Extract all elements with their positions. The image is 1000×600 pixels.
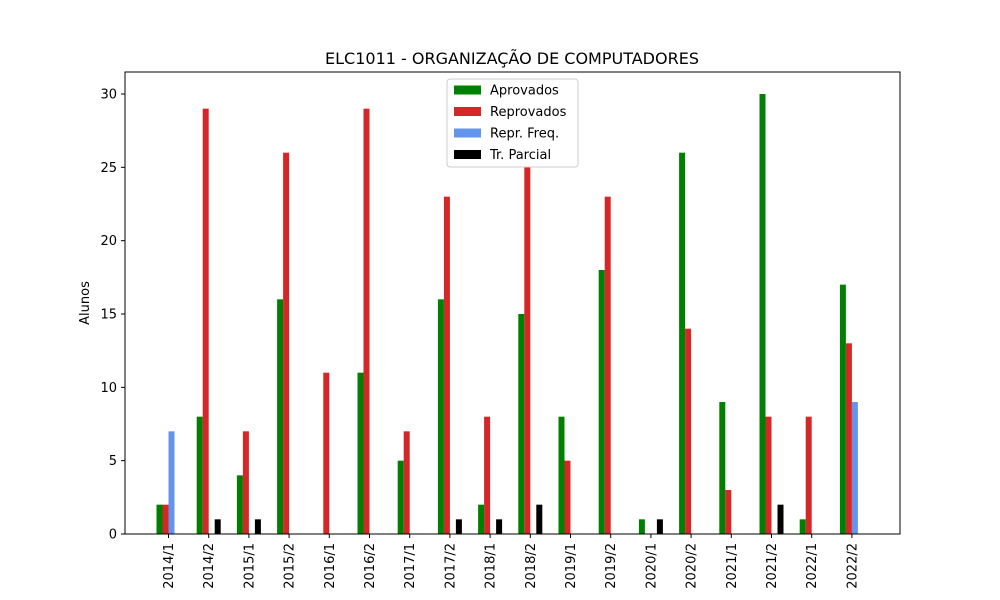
x-tick-label: 2021/1 xyxy=(725,543,740,589)
bar-reprovados-2014-1 xyxy=(162,504,169,534)
bar-aprovados-2020-2 xyxy=(679,152,686,535)
bar-aprovados-2021-1 xyxy=(719,402,726,534)
bar-tr-parcial-2018-2 xyxy=(536,504,543,534)
x-tick-label: 2015/1 xyxy=(242,543,257,589)
x-tick-label: 2019/2 xyxy=(604,543,619,589)
y-tick-label: 30 xyxy=(100,88,117,103)
x-tick-label: 2017/2 xyxy=(443,543,458,589)
bar-tr-parcial-2014-2 xyxy=(214,519,221,534)
y-tick-label: 5 xyxy=(109,454,117,469)
x-axis: 2014/1 2014/2 2015/1 2015/2 2016/1 2016/2 2017… xyxy=(162,534,860,589)
bar-reprovados-2017-2 xyxy=(443,196,450,535)
x-tick-label: 2020/1 xyxy=(644,543,659,589)
bar-aprovados-2021-2 xyxy=(759,94,766,534)
bar-aprovados-2018-2 xyxy=(518,314,525,534)
legend-swatch xyxy=(454,107,481,116)
bar-reprovados-2014-2 xyxy=(202,108,209,535)
bar-aprovados-2014-1 xyxy=(156,504,163,534)
y-tick-label: 25 xyxy=(100,161,117,176)
x-tick-label: 2021/2 xyxy=(765,543,780,589)
bar-reprovados-2021-1 xyxy=(725,490,732,534)
x-tick-label: 2019/1 xyxy=(564,543,579,589)
legend: Aprovados Reprovados Repr. Freq. Tr. Parcia… xyxy=(446,78,579,168)
bar-reprovados-2015-2 xyxy=(283,152,290,535)
bar-aprovados-2022-2 xyxy=(839,284,846,534)
bar-reprovados-2018-1 xyxy=(484,416,491,534)
y-tick-label: 20 xyxy=(100,234,117,249)
bar-aprovados-2014-2 xyxy=(196,416,203,534)
legend-swatch xyxy=(454,85,481,95)
bar-reprovados-2019-1 xyxy=(564,460,571,534)
x-tick-label: 2016/2 xyxy=(363,543,378,589)
y-tick-label: 0 xyxy=(109,528,117,543)
bar-aprovados-2020-1 xyxy=(638,519,645,534)
x-tick-label: 2022/1 xyxy=(805,543,820,589)
bar-tr-parcial-2015-1 xyxy=(254,519,261,534)
bar-repr-freq-2022-2 xyxy=(851,402,858,534)
y-tick-label: 15 xyxy=(100,308,117,323)
plot-frame xyxy=(124,71,901,535)
bar-tr-parcial-2021-2 xyxy=(777,504,784,534)
y-axis: 0 5 10 15 20 25 30 xyxy=(100,88,125,543)
legend-label: Repr. Freq. xyxy=(490,127,559,142)
bar-reprovados-2016-2 xyxy=(363,108,370,535)
bar-reprovados-2018-2 xyxy=(524,167,531,534)
y-axis-label: Alunos xyxy=(78,281,93,325)
bar-reprovados-2020-2 xyxy=(685,328,692,534)
bar-reprovados-2022-1 xyxy=(805,416,812,534)
bar-repr-freq-2014-1 xyxy=(168,431,175,534)
legend-label: Aprovados xyxy=(490,84,559,99)
legend-swatch xyxy=(454,128,481,138)
y-tick-label: 10 xyxy=(100,381,117,396)
x-tick-label: 2018/2 xyxy=(524,543,539,589)
bar-reprovados-2016-1 xyxy=(323,372,330,534)
bar-reprovados-2022-2 xyxy=(845,343,852,534)
x-tick-label: 2020/2 xyxy=(685,543,700,589)
bar-reprovados-2015-1 xyxy=(242,431,249,534)
bar-reprovados-2021-2 xyxy=(765,416,772,534)
bar-aprovados-2017-1 xyxy=(397,460,404,534)
x-tick-label: 2017/1 xyxy=(403,543,418,589)
legend-box xyxy=(446,78,579,168)
x-tick-label: 2018/1 xyxy=(484,543,499,589)
legend-label: Reprovados xyxy=(490,105,567,120)
x-tick-label: 2015/2 xyxy=(283,543,298,589)
bar-aprovados-2019-1 xyxy=(558,416,565,534)
bar-tr-parcial-2018-1 xyxy=(496,519,503,534)
x-tick-label: 2014/2 xyxy=(202,543,217,589)
x-tick-label: 2014/1 xyxy=(162,543,177,589)
bar-reprovados-2019-2 xyxy=(604,196,611,535)
legend-label: Tr. Parcial xyxy=(489,148,551,163)
bar-tr-parcial-2020-1 xyxy=(656,519,663,534)
bar-aprovados-2016-2 xyxy=(357,372,364,534)
x-tick-label: 2022/2 xyxy=(845,543,860,589)
bar-aprovados-2015-2 xyxy=(277,299,284,534)
bars-group xyxy=(156,94,858,535)
bar-tr-parcial-2017-2 xyxy=(455,519,462,534)
bar-aprovados-2017-2 xyxy=(437,299,444,534)
bar-aprovados-2022-1 xyxy=(799,519,806,534)
bar-aprovados-2018-1 xyxy=(478,504,485,534)
bar-reprovados-2017-1 xyxy=(403,431,410,534)
bar-aprovados-2019-2 xyxy=(598,270,605,534)
x-tick-label: 2016/1 xyxy=(323,543,338,589)
chart-title: ELC1011 - ORGANIZAÇÃO DE COMPUTADORES xyxy=(325,49,699,68)
legend-swatch xyxy=(454,150,481,159)
bar-aprovados-2015-1 xyxy=(236,475,243,534)
